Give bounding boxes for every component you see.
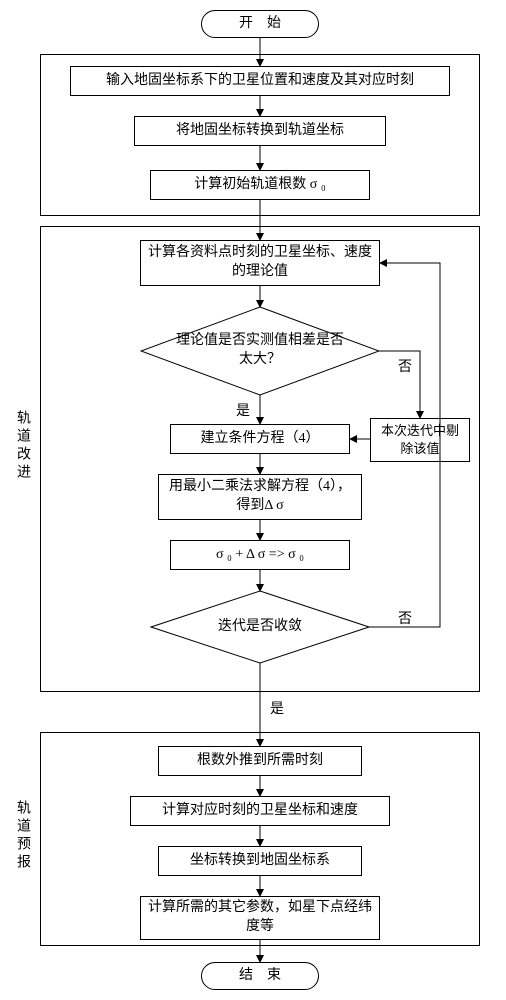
flowchart-canvas: 轨道改进 轨道预报 开 始 输入地固坐标系下的卫星位置和速度及其对应时刻 将地固… bbox=[0, 0, 506, 1000]
edges bbox=[0, 0, 506, 1000]
